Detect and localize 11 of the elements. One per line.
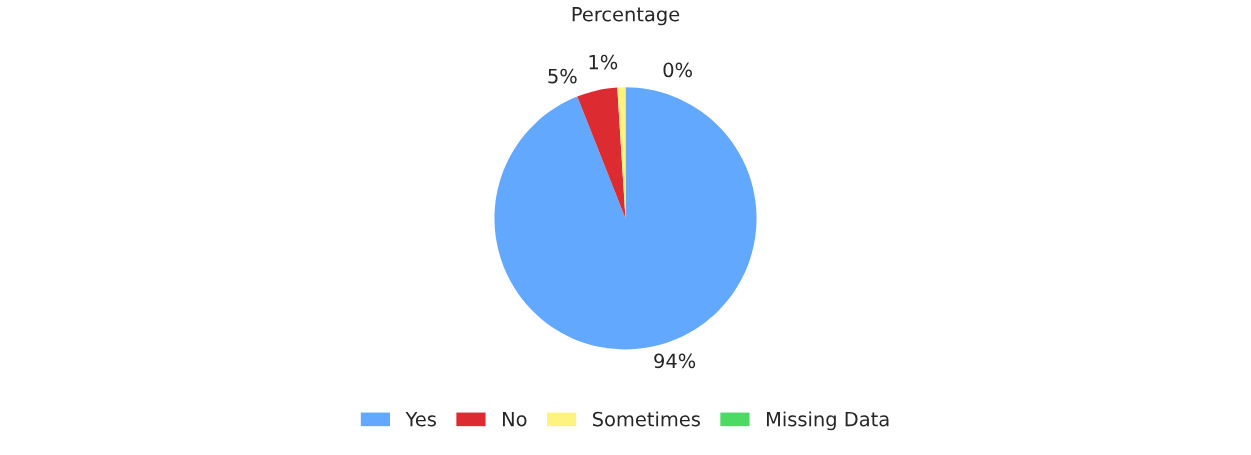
legend-label: Missing Data [766, 411, 889, 431]
data-label: 5% [548, 68, 577, 84]
pie-slice [577, 87, 626, 219]
legend-label: No [503, 412, 527, 427]
chart-title: Percentage [572, 7, 680, 26]
data-label: 94% [654, 353, 696, 369]
data-label: 1% [589, 54, 618, 70]
pie-slice [494, 87, 757, 350]
text: 0% [663, 62, 692, 78]
legend-label: Yes [405, 412, 436, 427]
legend-label: Sometimes [592, 411, 700, 427]
